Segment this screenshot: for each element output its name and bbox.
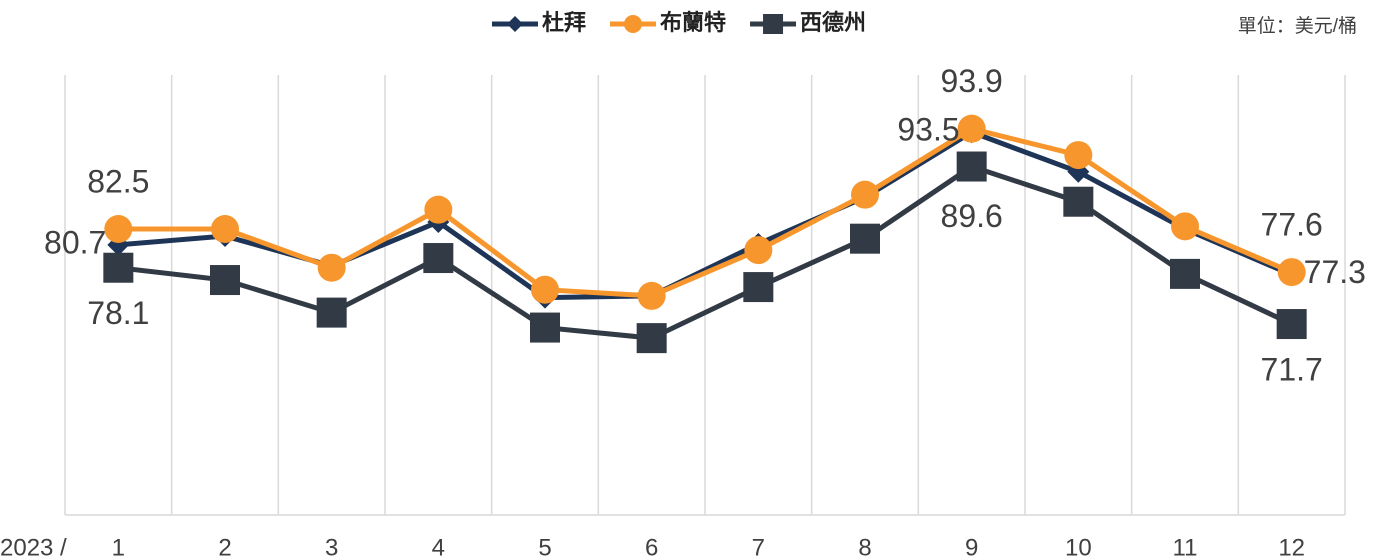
legend-label: 西德州 <box>800 10 866 35</box>
marker <box>210 265 240 296</box>
data-label: 82.5 <box>87 163 149 199</box>
legend-item: 西德州 <box>750 10 866 35</box>
x-tick-label: 5 <box>538 534 551 560</box>
legend-item: 布蘭特 <box>610 10 726 35</box>
data-label: 93.5 <box>897 112 959 148</box>
legend-item: 杜拜 <box>492 10 586 35</box>
legend-marker <box>624 15 643 33</box>
unit-label: 單位：美元/桶 <box>1238 15 1357 37</box>
x-tick-label: 11 <box>1173 534 1198 560</box>
marker <box>956 151 987 182</box>
x-tick-label: 2 <box>218 534 231 560</box>
x-tick-label: 3 <box>325 534 338 560</box>
marker <box>851 180 879 209</box>
marker <box>743 272 774 303</box>
series-line <box>118 163 1293 341</box>
marker <box>1063 186 1094 217</box>
marker <box>744 236 773 265</box>
marker <box>211 215 239 243</box>
data-label: 77.6 <box>1261 207 1323 243</box>
marker <box>317 253 346 282</box>
data-label: 78.1 <box>87 295 149 331</box>
marker <box>104 215 133 243</box>
marker <box>636 323 667 354</box>
marker <box>957 114 986 143</box>
marker <box>423 243 454 274</box>
marker <box>637 281 666 310</box>
marker <box>1277 258 1306 287</box>
data-label: 93.9 <box>941 63 1003 99</box>
x-tick-label: 8 <box>858 534 871 560</box>
data-label: 71.7 <box>1261 351 1323 387</box>
legend-label: 布蘭特 <box>660 10 726 35</box>
data-label: 89.6 <box>941 198 1003 234</box>
legend-label: 杜拜 <box>542 10 586 35</box>
marker <box>1171 212 1199 241</box>
marker <box>103 252 134 283</box>
x-tick-label: 10 <box>1065 534 1092 560</box>
x-prefix: 2023 / <box>0 534 67 560</box>
marker <box>1064 141 1093 170</box>
marker <box>1276 309 1307 340</box>
marker <box>850 223 880 254</box>
series-line <box>118 126 1293 299</box>
x-tick-label: 9 <box>965 534 978 560</box>
marker <box>531 275 559 304</box>
x-tick-label: 6 <box>645 534 658 560</box>
x-tick-label: 7 <box>752 534 765 560</box>
marker <box>424 195 453 224</box>
data-label: 77.3 <box>1304 254 1366 290</box>
x-tick-label: 4 <box>432 534 445 560</box>
marker <box>316 297 347 328</box>
data-label: 80.7 <box>44 224 106 260</box>
legend-marker <box>763 14 784 34</box>
x-tick-label: 1 <box>112 534 125 560</box>
x-tick-label: 12 <box>1278 534 1305 560</box>
marker <box>1170 258 1200 289</box>
legend-marker <box>507 16 523 32</box>
marker <box>530 312 560 343</box>
